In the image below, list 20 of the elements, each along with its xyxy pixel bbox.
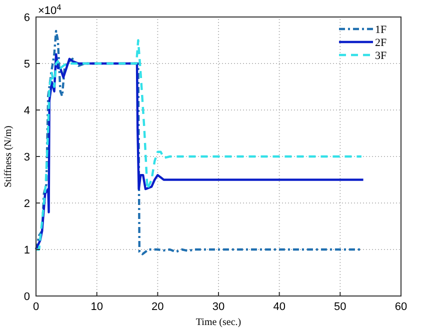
annotation: ×10$^{4}$	[38, 2, 62, 17]
x-tick-label: 0	[32, 301, 40, 313]
y-tick-label: 4	[24, 105, 30, 117]
x-tick-label: 20	[152, 301, 164, 313]
y-tick-label: 2	[24, 198, 30, 210]
y-tick-label: 0	[24, 291, 30, 303]
legend-label: 2F	[375, 37, 387, 49]
x-axis-title: Time (sec.)	[196, 317, 242, 328]
y-tick-label: 5	[24, 58, 30, 70]
x-tick-label: 40	[273, 301, 286, 313]
legend-label: 1F	[375, 24, 387, 36]
y-tick-label: 1	[24, 244, 30, 256]
y-tick-label: 6	[24, 12, 30, 24]
y-axis-title: Stiffness (N/m)	[3, 126, 14, 188]
y-tick-label: 3	[24, 152, 30, 164]
legend-label: 3F	[375, 50, 387, 62]
x-tick-label: 30	[212, 301, 225, 313]
x-tick-label: 10	[90, 301, 103, 313]
x-tick-label: 60	[394, 301, 408, 313]
x-tick-label: 50	[334, 301, 346, 313]
